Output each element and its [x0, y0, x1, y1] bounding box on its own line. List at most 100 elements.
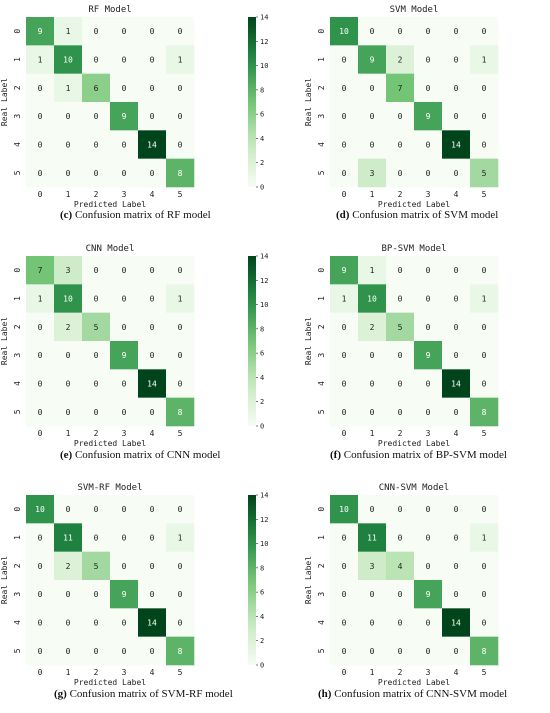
heatmap-cell [330, 523, 359, 552]
cell-value-label: 0 [342, 56, 347, 65]
heatmap-cell [166, 130, 195, 159]
caption-letter: (d) [336, 209, 350, 221]
cell-value-label: 0 [398, 534, 403, 543]
heatmap-cell [166, 551, 195, 581]
heatmap-cell [26, 608, 55, 637]
heatmap-cell [54, 102, 83, 131]
cell-value-label: 0 [94, 295, 99, 304]
x-tick-label: 4 [454, 668, 459, 677]
heatmap-cell [358, 73, 387, 103]
heatmap-cell [82, 551, 111, 581]
heatmap-cell [166, 158, 195, 188]
cell-value-label: 0 [370, 408, 375, 417]
heatmap-cell [470, 73, 499, 103]
x-tick-label: 5 [178, 668, 183, 677]
heatmap-cell [386, 256, 415, 285]
heatmap-cell [414, 130, 443, 159]
caption-letter: (c) [60, 209, 73, 221]
x-tick-label: 0 [342, 668, 347, 677]
cell-value-label: 8 [178, 408, 183, 417]
cell-value-label: 0 [454, 266, 459, 275]
heatmap-cell [386, 312, 415, 342]
heatmap-cell [470, 495, 499, 524]
heatmap-cell [82, 284, 111, 313]
heatmap-cell [26, 495, 55, 524]
y-tick-label: 2 [317, 324, 326, 329]
cell-value-label: 0 [370, 590, 375, 599]
cell-value-label: 0 [482, 505, 487, 514]
cell-value-label: 0 [426, 141, 431, 150]
heatmap-cell [138, 495, 167, 524]
x-tick-label: 3 [122, 429, 127, 438]
cell-value-label: 9 [122, 112, 127, 121]
cell-value-label: 0 [426, 27, 431, 36]
cell-value-label: 0 [370, 505, 375, 514]
heatmap-cell [442, 580, 471, 609]
heatmap-cell [54, 256, 83, 285]
heatmap-cell [414, 608, 443, 637]
colorbar-tick-label: 10 [260, 62, 268, 70]
heatmap-cell [414, 341, 443, 370]
heatmap-cell [138, 45, 167, 74]
cell-value-label: 0 [454, 295, 459, 304]
cell-value-label: 1 [66, 27, 71, 36]
heatmap-cell [110, 158, 139, 188]
heatmap-cell [110, 312, 139, 342]
heatmap-cell [414, 397, 443, 427]
cell-value-label: 0 [178, 505, 183, 514]
cell-value-label: 0 [122, 408, 127, 417]
cell-value-label: 14 [147, 141, 157, 150]
cell-value-label: 0 [482, 619, 487, 628]
cell-value-label: 0 [426, 408, 431, 417]
colorbar-tick-label: 2 [260, 398, 264, 406]
cell-value-label: 0 [178, 141, 183, 150]
cell-value-label: 0 [370, 27, 375, 36]
heatmap-cell [110, 495, 139, 524]
cell-value-label: 0 [342, 590, 347, 599]
heatmap-cell [54, 369, 83, 398]
heatmap-cell [470, 256, 499, 285]
cell-value-label: 0 [66, 505, 71, 514]
y-tick-label: 3 [317, 592, 326, 597]
y-tick-label: 4 [13, 381, 22, 386]
heatmap-cell [358, 312, 387, 342]
cell-value-label: 0 [38, 619, 43, 628]
heatmap-cell [330, 636, 359, 666]
caption-cnn-svm: (h) Confusion matrix of CNN-SVM model [318, 688, 507, 700]
cell-value-label: 0 [122, 84, 127, 93]
cell-value-label: 0 [482, 266, 487, 275]
heatmap-cell [414, 369, 443, 398]
heatmap-cell [358, 369, 387, 398]
cell-value-label: 0 [178, 562, 183, 571]
cell-value-label: 1 [482, 56, 487, 65]
cell-value-label: 0 [370, 647, 375, 656]
heatmap-cell [82, 397, 111, 427]
heatmap-cell [442, 551, 471, 581]
cell-value-label: 0 [426, 505, 431, 514]
heatmap-cell [82, 341, 111, 370]
y-tick-label: 1 [13, 296, 22, 301]
heatmap-cell [330, 130, 359, 159]
caption-letter: (h) [318, 688, 332, 700]
y-axis-label: Real Label [304, 556, 313, 604]
cell-value-label: 9 [426, 112, 431, 121]
cell-value-label: 0 [178, 27, 183, 36]
cell-value-label: 0 [38, 169, 43, 178]
colorbar-tick-label: 4 [260, 135, 264, 143]
heatmap-cell [358, 495, 387, 524]
colorbar-tick-label: 8 [260, 325, 264, 333]
x-tick-label: 0 [342, 190, 347, 199]
x-tick-label: 4 [150, 668, 155, 677]
y-tick-label: 5 [13, 170, 22, 175]
cell-value-label: 0 [94, 408, 99, 417]
cell-value-label: 0 [482, 27, 487, 36]
heatmap-cell [330, 312, 359, 342]
cell-value-label: 0 [66, 590, 71, 599]
cell-value-label: 0 [454, 408, 459, 417]
heatmap-cell [26, 158, 55, 188]
heatmap-cell [54, 73, 83, 103]
heatmap-cell [166, 608, 195, 637]
heatmap-cell [330, 551, 359, 581]
x-tick-label: 5 [482, 429, 487, 438]
